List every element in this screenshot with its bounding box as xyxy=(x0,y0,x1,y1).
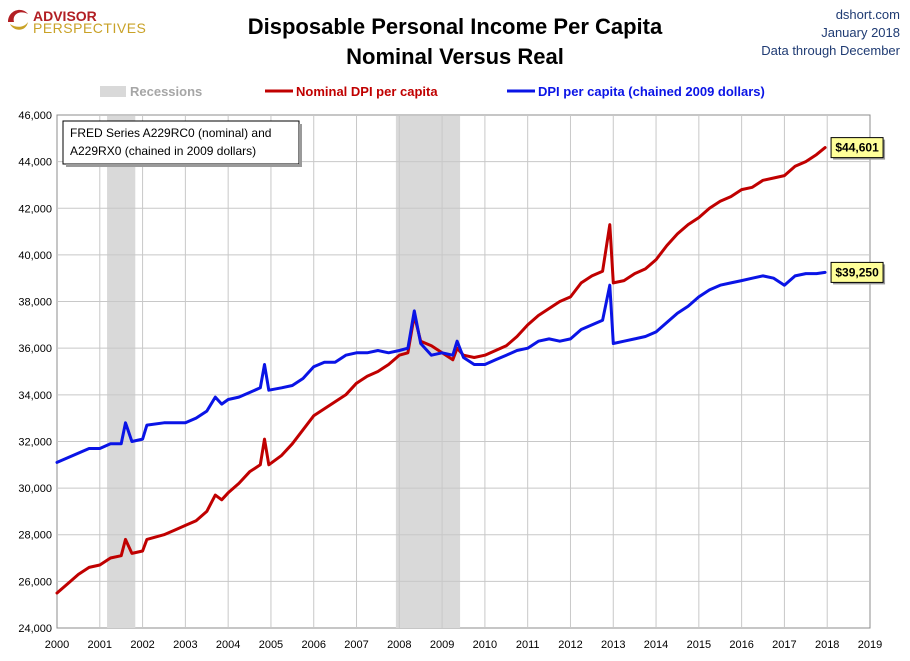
logo-line1: ADVISOR xyxy=(33,8,97,24)
x-tick-label: 2000 xyxy=(45,639,69,651)
x-tick-label: 2013 xyxy=(601,639,625,651)
recession-band-0 xyxy=(107,116,136,628)
callout-box-nominal xyxy=(830,137,884,159)
y-tick-label: 24,000 xyxy=(18,623,52,635)
recession-bands xyxy=(107,116,461,628)
recession-band-1 xyxy=(395,116,461,628)
note-line1: FRED Series A229RC0 (nominal) and xyxy=(70,126,271,140)
axes: 24,000 26,000 28,000 30,000 32,000 34,000 36,0… xyxy=(18,110,882,651)
x-tick-label: 2005 xyxy=(259,639,283,651)
y-tick-label: 30,000 xyxy=(18,483,52,495)
x-tick-label: 2006 xyxy=(301,639,325,651)
series-line-nominal xyxy=(55,146,827,595)
x-tick-label: 2007 xyxy=(344,639,368,651)
note-box: FRED Series A229RC0 (nominal) and A229RX… xyxy=(62,120,302,167)
y-tick-label: 34,000 xyxy=(18,390,52,402)
x-tick-label: 2004 xyxy=(216,639,240,651)
y-tick-label: 28,000 xyxy=(18,530,52,542)
advisor-perspectives-logo: ADVISOR PERSPECTIVES xyxy=(8,8,146,36)
y-tick-label: 40,000 xyxy=(18,250,52,262)
series-lines xyxy=(55,146,827,595)
x-tick-label: 2014 xyxy=(644,639,668,651)
x-tick-label: 2010 xyxy=(473,639,497,651)
callout-box-real xyxy=(830,261,884,283)
x-tick-label: 2011 xyxy=(516,639,540,651)
x-tick-label: 2002 xyxy=(130,639,154,651)
legend-nominal: Nominal DPI per capita xyxy=(296,84,438,99)
y-tick-label: 44,000 xyxy=(18,157,52,169)
logo-swirl-icon xyxy=(8,9,28,30)
logo-line2: PERSPECTIVES xyxy=(33,20,146,36)
x-tick-label: 2012 xyxy=(558,639,582,651)
x-tick-label: 2008 xyxy=(387,639,411,651)
note-box-frame xyxy=(62,120,300,165)
note-line2: A229RX0 (chained in 2009 dollars) xyxy=(70,144,256,158)
legend-recession-swatch xyxy=(100,86,126,97)
x-tick-label: 2009 xyxy=(430,639,454,651)
y-tick-label: 32,000 xyxy=(18,436,52,448)
y-tick-label: 36,000 xyxy=(18,343,52,355)
chart-title-line1: Disposable Personal Income Per Capita xyxy=(248,14,663,39)
y-tick-label: 42,000 xyxy=(18,203,52,215)
y-tick-label: 46,000 xyxy=(18,110,52,122)
callouts: $44,601 $39,250 xyxy=(830,137,886,285)
x-tick-label: 2018 xyxy=(815,639,839,651)
chart-title-line2: Nominal Versus Real xyxy=(346,44,564,69)
legend: Recessions Nominal DPI per capita DPI pe… xyxy=(100,84,765,99)
x-tick-label: 2015 xyxy=(687,639,711,651)
legend-real: DPI per capita (chained 2009 dollars) xyxy=(538,84,765,99)
callout-label-real: $39,250 xyxy=(835,265,879,279)
x-tick-label: 2001 xyxy=(88,639,112,651)
y-tick-label: 26,000 xyxy=(18,576,52,588)
series-line-real xyxy=(55,270,827,464)
x-tick-label: 2019 xyxy=(858,639,882,651)
x-tick-label: 2003 xyxy=(173,639,197,651)
legend-recessions: Recessions xyxy=(130,84,202,99)
plot-area xyxy=(56,114,871,629)
x-tick-label: 2016 xyxy=(729,639,753,651)
callout-label-nominal: $44,601 xyxy=(835,141,879,155)
gridlines xyxy=(57,115,870,628)
y-tick-label: 38,000 xyxy=(18,297,52,309)
source-site: dshort.com xyxy=(836,7,900,22)
data-coverage: Data through December xyxy=(761,43,900,58)
x-tick-label: 2017 xyxy=(772,639,796,651)
source-date: January 2018 xyxy=(821,25,900,40)
